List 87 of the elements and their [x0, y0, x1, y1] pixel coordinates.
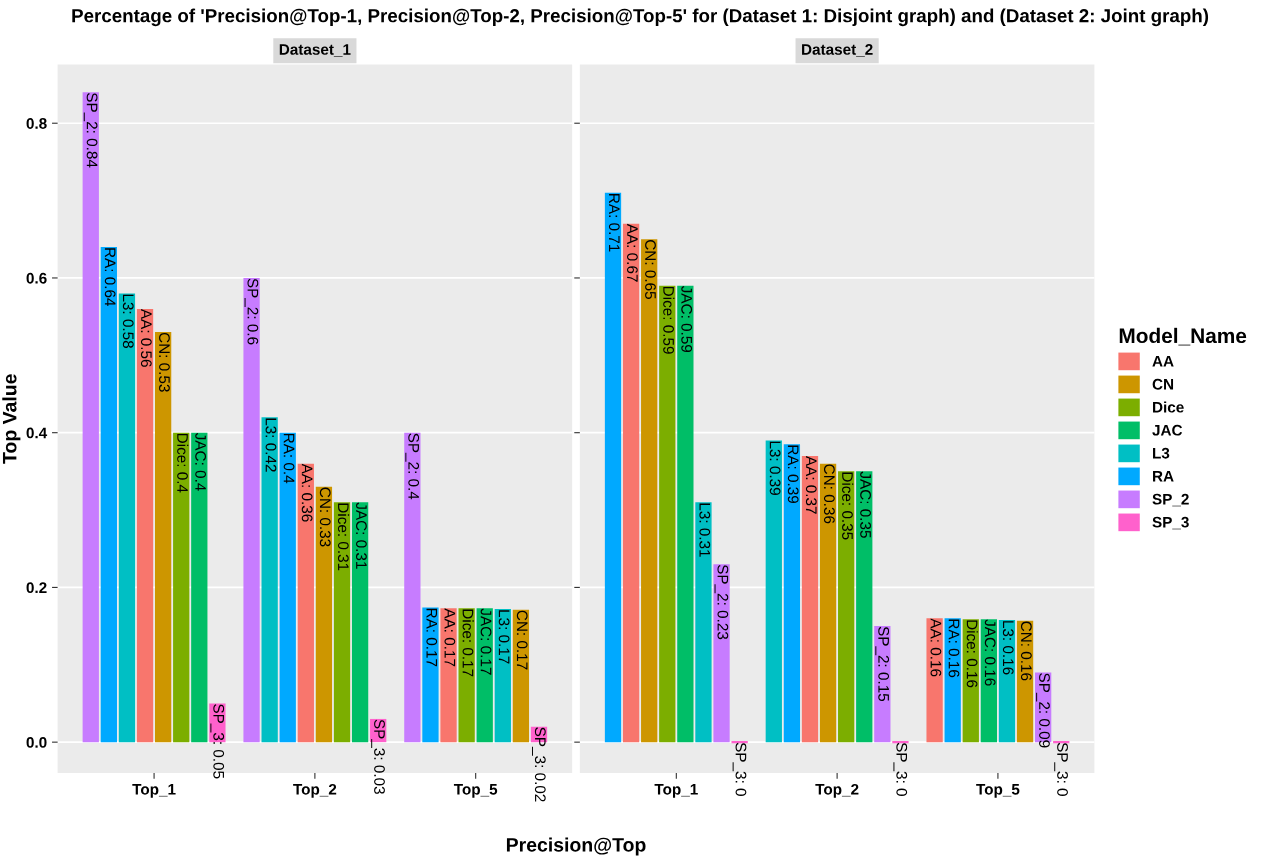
- x-tick-label: Top_5: [453, 784, 498, 798]
- bar: [422, 607, 439, 743]
- bar: [136, 308, 154, 743]
- data-label: SP_2: 0.23: [714, 564, 729, 640]
- data-label: RA: 0.16: [948, 619, 960, 678]
- data-label: Dice: 0.17: [462, 609, 474, 677]
- data-label: SP_3: 0.05: [210, 704, 225, 779]
- bar: [297, 463, 314, 743]
- data-label: AA: 0.37: [805, 455, 817, 514]
- x-tick-label: Top_2: [293, 783, 337, 798]
- legend-title: Model_Name: [1119, 327, 1247, 346]
- bar: [351, 502, 369, 743]
- data-label: Dice: 0.59: [663, 286, 675, 354]
- data-label: SP_3: 0: [732, 742, 747, 796]
- data-label: Dice: 0.31: [337, 503, 350, 571]
- data-label: SP_2: 0.15: [875, 626, 890, 702]
- data-label: L3: 0.16: [1002, 621, 1014, 675]
- x-tick-label: Top_2: [815, 783, 859, 798]
- data-label: RA: 0.64: [104, 248, 116, 307]
- data-label: CN: 0.53: [159, 332, 170, 392]
- y-tick-label: 0.2: [26, 582, 47, 594]
- bar: [333, 502, 351, 743]
- legend-label: JAC: [1152, 424, 1183, 436]
- data-label: CN: 0.16: [1020, 621, 1032, 681]
- data-label: SP_3: 0: [1054, 742, 1068, 796]
- data-label: RA: 0.4: [283, 433, 295, 484]
- data-label: Dice: 0.16: [966, 620, 978, 688]
- bar: [191, 432, 208, 743]
- data-label: RA: 0.17: [426, 608, 438, 667]
- data-label: CN: 0.65: [645, 240, 656, 299]
- legend-label: RA: [1153, 470, 1174, 482]
- data-label: JAC: 0.17: [480, 608, 492, 675]
- y-tick-label: 0.0: [26, 737, 47, 748]
- bar: [82, 92, 99, 743]
- x-tick-label: Top_5: [976, 784, 1020, 798]
- data-label: JAC: 0.16: [984, 619, 996, 686]
- bar: [315, 486, 333, 743]
- data-label: SP_2: 0.4: [405, 433, 420, 500]
- x-tick-label: Top_1: [132, 784, 176, 798]
- legend-label: Dice: [1153, 401, 1184, 413]
- data-label: JAC: 0.31: [356, 502, 367, 569]
- data-label: CN: 0.17: [516, 610, 528, 670]
- bar: [118, 293, 136, 743]
- data-label: L3: 0.42: [265, 418, 277, 472]
- data-label: CN: 0.33: [319, 487, 331, 547]
- legend-label: AA: [1152, 355, 1174, 367]
- data-label: AA: 0.16: [930, 618, 942, 677]
- data-label: JAC: 0.4: [195, 432, 207, 491]
- legend-label: SP_2: [1152, 493, 1189, 507]
- bar: [243, 277, 260, 743]
- data-label: SP_2: 0.6: [244, 278, 259, 345]
- data-label: L3: 0.17: [498, 610, 510, 664]
- data-label: L3: 0.31: [699, 503, 711, 557]
- text: Percentage of 'Precision@Top-1, Precision@Top-2, Precision@Top-5' for (Dataset 1: Disjoint graph) and (Dataset 2: Joint graph): [72, 8, 1209, 27]
- data-label: L3: 0.58: [122, 294, 134, 348]
- data-label: RA: 0.71: [608, 194, 620, 252]
- legend-label: CN: [1152, 378, 1174, 390]
- legend-label: L3: [1153, 447, 1170, 459]
- data-label: AA: 0.17: [444, 608, 456, 667]
- data-label: JAC: 0.59: [681, 285, 693, 353]
- data-label: L3: 0.39: [769, 441, 781, 495]
- bar: [404, 432, 421, 743]
- data-label: AA: 0.67: [626, 223, 638, 282]
- legend-label: SP_3: [1152, 516, 1189, 530]
- y-tick-label: 0.8: [26, 118, 47, 129]
- bar: [154, 332, 172, 743]
- y-axis-title: Top Value: [2, 374, 21, 464]
- chart-subtitle: Dataset_1: [279, 44, 351, 57]
- chart-subtitle: Dataset_2: [802, 44, 873, 57]
- bar: [173, 432, 190, 743]
- data-label: SP_3: 0: [893, 742, 908, 796]
- data-label: CN: 0.36: [823, 464, 835, 524]
- data-label: AA: 0.56: [140, 308, 152, 367]
- y-tick-label: 0.6: [26, 272, 47, 284]
- data-label: SP_3: 0.03: [371, 719, 385, 794]
- data-label: SP_2: 0.84: [83, 92, 98, 168]
- data-label: AA: 0.36: [301, 463, 313, 522]
- data-label: SP_2: 0.09: [1036, 673, 1050, 748]
- data-label: RA: 0.39: [787, 445, 799, 504]
- x-axis-title: Precision@Top: [506, 837, 646, 856]
- x-tick-label: Top_1: [654, 784, 698, 798]
- bar: [100, 247, 117, 743]
- y-tick-label: 0.4: [26, 427, 48, 439]
- data-label: Dice: 0.35: [842, 472, 854, 540]
- data-label: Dice: 0.4: [177, 433, 189, 493]
- data-label: JAC: 0.35: [860, 471, 871, 538]
- data-label: SP_3: 0.02: [532, 727, 546, 802]
